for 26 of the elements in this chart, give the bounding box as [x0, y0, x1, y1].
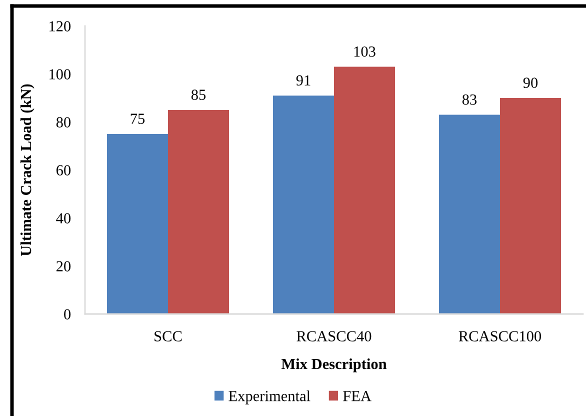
- bar: [500, 98, 562, 314]
- bar: [334, 66, 396, 314]
- x-tick-label: RCASCC100: [458, 331, 542, 342]
- y-tick-label: 0: [64, 309, 71, 320]
- data-label: 90: [523, 78, 538, 88]
- data-label: 85: [191, 90, 206, 100]
- y-tick-label: 60: [56, 165, 71, 176]
- bar: [272, 96, 334, 314]
- data-label: 91: [296, 75, 310, 86]
- data-label: 103: [354, 46, 376, 57]
- y-tick-label: 40: [56, 213, 71, 224]
- y-axis-title: Ultimate Crack Load (kN): [20, 84, 34, 256]
- x-tick-label: SCC: [154, 331, 182, 342]
- legend-label: FEA: [343, 390, 372, 402]
- bar: [106, 134, 168, 314]
- x-tick-label: RCASCC40: [296, 331, 372, 342]
- data-label: 83: [462, 94, 477, 105]
- bar: [168, 110, 230, 314]
- y-tick-label: 20: [56, 261, 71, 272]
- y-tick-label: 80: [56, 117, 71, 128]
- legend-label: Experimental: [228, 390, 310, 404]
- y-tick-label: 100: [50, 69, 71, 80]
- data-label: 75: [130, 114, 145, 124]
- bar: [438, 114, 500, 314]
- x-axis-title: Mix Description: [281, 358, 387, 372]
- y-tick-label: 120: [50, 21, 71, 32]
